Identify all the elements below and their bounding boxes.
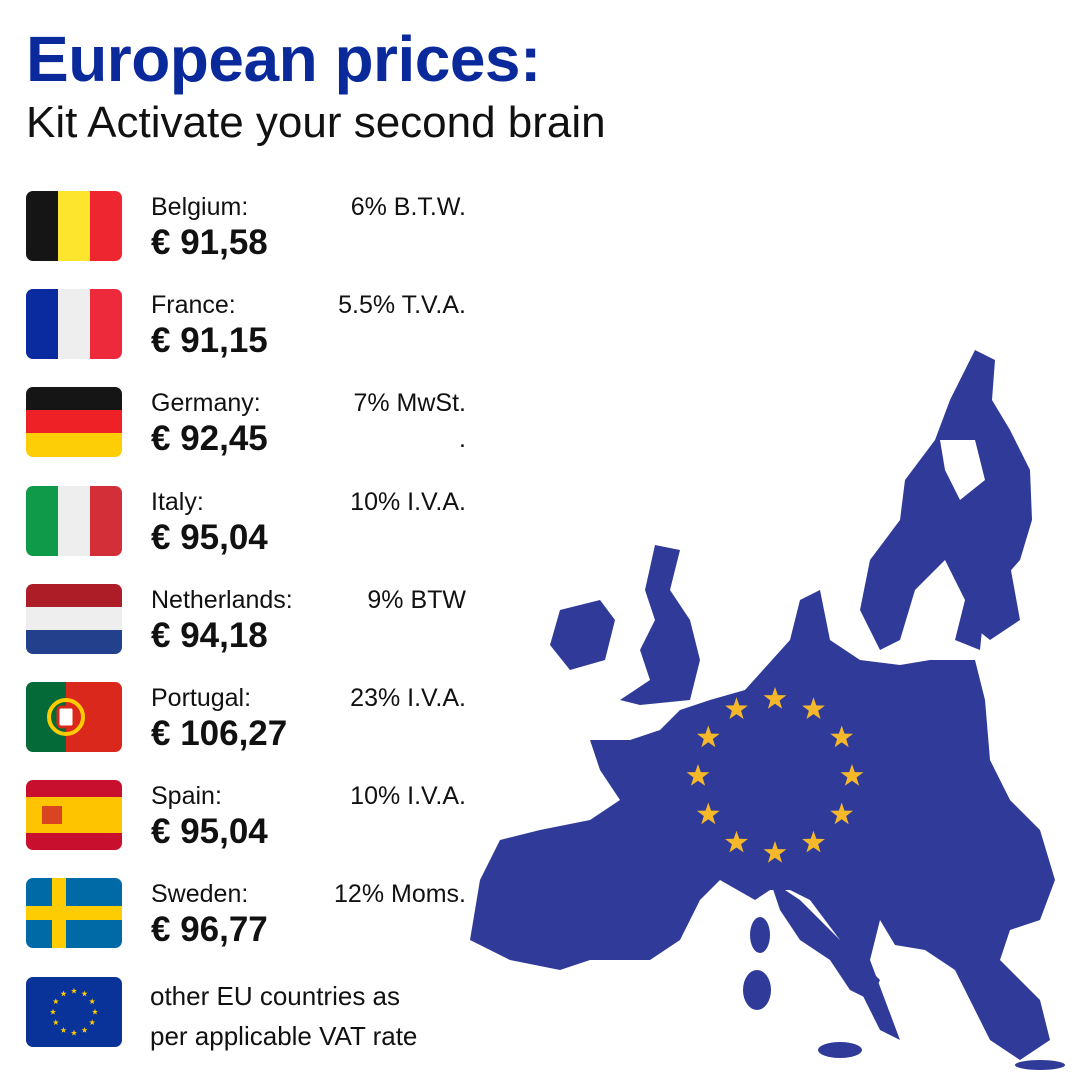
country-name: Germany: xyxy=(151,389,261,418)
country-row: Spain: € 95,04 10% I.V.A. xyxy=(26,780,476,852)
eu-star-icon xyxy=(830,802,854,825)
country-vat: 7% MwSt. xyxy=(353,389,466,418)
country-row: Germany: € 92,45 7% MwSt. . xyxy=(26,387,476,459)
country-name: Italy: xyxy=(151,487,204,516)
country-price: € 95,04 xyxy=(151,812,268,852)
country-row: Sweden: € 96,77 12% Moms. xyxy=(26,878,476,950)
eu-star-icon xyxy=(840,764,864,786)
europe-landmass xyxy=(470,350,1065,1070)
eu-star-icon xyxy=(802,830,825,853)
belgium-flag-icon xyxy=(26,191,122,261)
country-row: Italy: € 95,04 10% I.V.A. xyxy=(26,485,476,558)
country-row: Belgium: € 91,58 6% B.T.W. xyxy=(26,191,476,263)
country-vat: 6% B.T.W. xyxy=(350,193,466,221)
country-vat: 10% I.V.A. xyxy=(350,487,466,516)
other-eu-row xyxy=(26,977,476,1049)
france-flag-icon xyxy=(26,289,122,360)
country-name: Belgium: xyxy=(151,193,249,221)
eu-star-icon xyxy=(763,687,787,709)
country-vat: 10% I.V.A. xyxy=(350,782,466,811)
country-price: € 91,58 xyxy=(151,223,268,262)
sweden-flag-icon xyxy=(26,878,122,949)
country-name: Portugal: xyxy=(151,684,252,712)
spain-flag-icon xyxy=(26,780,122,851)
vat-note-mark: . xyxy=(459,425,466,454)
eu-star-icon xyxy=(725,697,748,719)
eu-star-icon xyxy=(802,697,825,719)
country-price: € 92,45 xyxy=(151,419,268,459)
eu-star-icon xyxy=(725,830,748,853)
country-price: € 106,27 xyxy=(151,714,288,753)
eu-star-icon xyxy=(830,725,854,748)
italy-flag-icon xyxy=(26,485,122,556)
country-price: € 95,04 xyxy=(151,517,268,557)
country-name: Spain: xyxy=(151,782,222,811)
country-vat: 9% BTW xyxy=(367,585,466,614)
eu-star-icon xyxy=(696,725,720,748)
country-vat: 5.5% T.V.A. xyxy=(338,291,466,320)
country-name: Sweden: xyxy=(151,880,249,909)
country-price: € 91,15 xyxy=(151,321,268,361)
page-subtitle: Kit Activate your second brain xyxy=(26,98,606,147)
country-name: Netherlands: xyxy=(151,585,293,614)
country-row: Portugal: € 106,27 23% I.V.A. xyxy=(26,682,476,754)
eu-stars xyxy=(686,687,864,863)
eu-map xyxy=(470,350,1065,1070)
country-vat: 23% I.V.A. xyxy=(350,684,466,712)
eu-star-icon xyxy=(763,841,787,863)
country-price: € 96,77 xyxy=(151,910,268,950)
other-eu-note: other EU countries as per applicable VAT… xyxy=(150,976,417,1056)
eu-star-icon xyxy=(696,802,720,825)
country-row: France: € 91,15 5.5% T.V.A. xyxy=(26,289,476,361)
portugal-flag-icon xyxy=(26,682,122,752)
other-eu-line1: other EU countries as xyxy=(150,981,401,1011)
netherlands-flag-icon xyxy=(26,583,122,654)
germany-flag-icon xyxy=(26,387,122,458)
country-vat: 12% Moms. xyxy=(334,880,466,909)
other-eu-line2: per applicable VAT rate xyxy=(150,1021,418,1051)
eu-flag-icon xyxy=(26,977,122,1047)
country-row: Netherlands: € 94,18 9% BTW xyxy=(26,583,476,656)
eu-star-icon xyxy=(686,764,710,786)
country-name: France: xyxy=(151,291,236,320)
page-title: European prices: xyxy=(26,23,541,95)
country-price: € 94,18 xyxy=(151,615,268,655)
